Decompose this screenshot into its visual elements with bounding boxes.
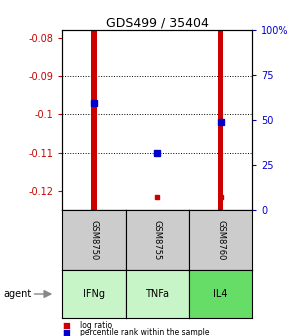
Text: ■: ■ xyxy=(62,328,70,336)
Text: agent: agent xyxy=(3,289,31,299)
Text: IL4: IL4 xyxy=(213,289,228,299)
Text: TNFa: TNFa xyxy=(145,289,169,299)
Bar xyxy=(218,30,223,210)
Bar xyxy=(91,30,97,210)
Title: GDS499 / 35404: GDS499 / 35404 xyxy=(106,16,209,29)
Text: percentile rank within the sample: percentile rank within the sample xyxy=(80,328,209,336)
Text: GSM8755: GSM8755 xyxy=(153,220,162,260)
Text: ■: ■ xyxy=(62,322,70,330)
Text: GSM8760: GSM8760 xyxy=(216,220,225,260)
Text: IFNg: IFNg xyxy=(83,289,105,299)
Text: GSM8750: GSM8750 xyxy=(90,220,99,260)
Text: log ratio: log ratio xyxy=(80,322,112,330)
